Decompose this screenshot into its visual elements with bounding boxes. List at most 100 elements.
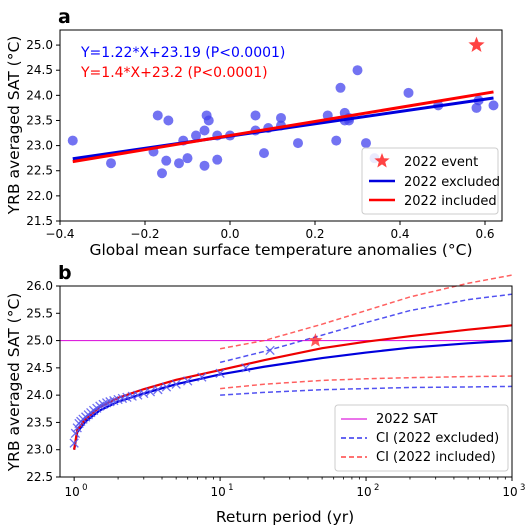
panel-b-frame xyxy=(59,285,513,478)
panel-a-x-axis-label: Global mean surface temperature anomalie… xyxy=(89,241,472,259)
data-point xyxy=(67,135,78,146)
b-x-tick-label: 10 xyxy=(356,485,371,499)
data-point xyxy=(335,82,346,93)
data-point xyxy=(161,155,172,166)
panel-a-frame xyxy=(59,29,503,222)
panel-b-label: b xyxy=(58,262,72,284)
a-y-tick-label: 22.0 xyxy=(26,189,53,203)
data-point xyxy=(163,115,174,126)
empirical-point-marker xyxy=(69,438,79,448)
empirical-point-marker xyxy=(241,363,251,373)
data-point xyxy=(203,115,214,126)
legend-b-ci-included-label: CI (2022 included) xyxy=(376,450,496,465)
panel-a-y-axis-label: YRB averaged SAT (°C) xyxy=(5,36,23,216)
a-x-tick-label: −0.2 xyxy=(130,227,159,241)
data-point xyxy=(250,110,261,121)
b-y-tick-label: 25.0 xyxy=(26,334,53,348)
empirical-point-marker xyxy=(133,390,143,400)
b-y-tick-label: 25.5 xyxy=(26,306,53,320)
regression-line-included xyxy=(72,90,494,164)
panel-b-x-axis-label: Return period (yr) xyxy=(216,508,354,526)
empirical-point-marker xyxy=(127,391,137,401)
data-point xyxy=(259,148,269,159)
empirical-point-marker xyxy=(70,428,81,439)
empirical-point-marker xyxy=(153,385,163,395)
a-x-tick-label: −0.4 xyxy=(45,227,74,241)
a-x-tick-label: 0.2 xyxy=(305,227,324,241)
panel-b-legend: 2022 SAT CI (2022 excluded) CI (2022 inc… xyxy=(334,404,509,472)
data-point xyxy=(199,125,210,136)
data-point xyxy=(276,112,286,123)
data-point xyxy=(403,87,414,98)
fit-curve-included xyxy=(73,324,513,450)
b-y-tick-label: 23.0 xyxy=(26,443,53,457)
data-point xyxy=(488,100,499,111)
legend-b-sat-label: 2022 SAT xyxy=(376,412,438,427)
data-point xyxy=(152,110,163,121)
panel-a-plot-area xyxy=(67,36,499,179)
event-2022-star xyxy=(468,36,485,52)
a-y-tick-label: 25.0 xyxy=(26,38,53,52)
data-point xyxy=(182,153,193,164)
data-point xyxy=(157,168,167,179)
legend-star-icon xyxy=(374,153,390,168)
regression-annotation-included: Y=1.4*X+23.2 (P<0.0001) xyxy=(80,65,268,81)
data-point xyxy=(106,158,116,169)
empirical-point-marker xyxy=(161,382,172,392)
a-x-tick-label: 0.0 xyxy=(220,227,239,241)
empirical-point-marker xyxy=(145,387,156,397)
b-x-tick-exponent: 2 xyxy=(374,483,379,493)
legend-b-ci-excluded-label: CI (2022 excluded) xyxy=(376,431,499,446)
data-point xyxy=(352,65,363,76)
panel-a-x-ticks: −0.4 −0.2 0.0 0.2 0.4 0.6 xyxy=(45,221,495,241)
b-y-tick-label: 22.5 xyxy=(26,470,53,484)
b-x-tick-label: 10 xyxy=(65,485,80,499)
empirical-point-marker xyxy=(197,372,207,382)
b-y-tick-label: 24.5 xyxy=(26,361,53,375)
empirical-point-marker xyxy=(183,376,193,386)
panel-a: a −0.4 −0.2 0.0 0.2 0.4 0.6 21.522.022.523.02… xyxy=(5,6,503,259)
regression-annotation-excluded: Y=1.22*X+23.19 (P<0.0001) xyxy=(80,45,285,61)
b-y-tick-label: 26.0 xyxy=(26,279,53,293)
panel-b: b 10 0 10 1 10 2 10 3 22.523.023.524.024.525.02… xyxy=(5,262,525,526)
panel-a-y-ticks: 21.5 22.0 22.5 23.0 23.5 24.0 24.5 25.0 xyxy=(26,38,60,228)
panel-b-y-ticks: 22.5 23.0 23.5 24.0 24.5 25.0 25.5 26.0 xyxy=(26,279,60,484)
empirical-point-marker xyxy=(101,398,112,408)
panel-b-y-axis-label: YRB averaged SAT (°C) xyxy=(5,293,23,473)
event-2022-star-b xyxy=(308,333,323,347)
legend-a-event-label: 2022 event xyxy=(404,155,478,170)
panel-b-plot-area xyxy=(60,274,513,450)
empirical-point-marker xyxy=(215,368,225,378)
panel-b-x-ticks: 10 0 10 1 10 2 10 3 xyxy=(65,477,525,499)
ci-excluded-lower xyxy=(220,385,513,396)
legend-a-included-label: 2022 included xyxy=(404,194,497,209)
panel-a-label: a xyxy=(58,6,71,28)
data-point xyxy=(199,160,210,171)
panel-b-legend-box xyxy=(334,404,509,472)
b-x-tick-exponent: 3 xyxy=(520,483,525,493)
data-point xyxy=(174,158,184,169)
ci-included-upper xyxy=(219,274,513,350)
b-x-tick-exponent: 0 xyxy=(82,483,87,493)
data-point xyxy=(191,130,201,141)
data-point xyxy=(212,154,223,165)
b-x-tick-label: 10 xyxy=(502,485,517,499)
b-x-tick-exponent: 1 xyxy=(228,483,233,493)
data-point xyxy=(293,138,303,149)
a-y-tick-label: 24.0 xyxy=(26,88,53,102)
a-y-tick-label: 22.5 xyxy=(26,164,53,178)
data-point xyxy=(471,102,482,113)
empirical-point-marker xyxy=(171,379,181,389)
b-y-tick-label: 24.0 xyxy=(26,388,53,402)
panel-a-legend-box xyxy=(361,147,499,215)
data-point xyxy=(331,135,342,146)
data-point xyxy=(361,138,371,149)
panel-a-legend: 2022 event 2022 excluded 2022 included xyxy=(361,147,500,215)
empirical-point-marker xyxy=(265,345,275,356)
legend-a-excluded-label: 2022 excluded xyxy=(404,175,500,190)
a-y-tick-label: 21.5 xyxy=(26,214,53,228)
a-x-tick-label: 0.4 xyxy=(390,227,409,241)
b-y-tick-label: 23.5 xyxy=(26,415,53,429)
a-y-tick-label: 23.0 xyxy=(26,139,53,153)
